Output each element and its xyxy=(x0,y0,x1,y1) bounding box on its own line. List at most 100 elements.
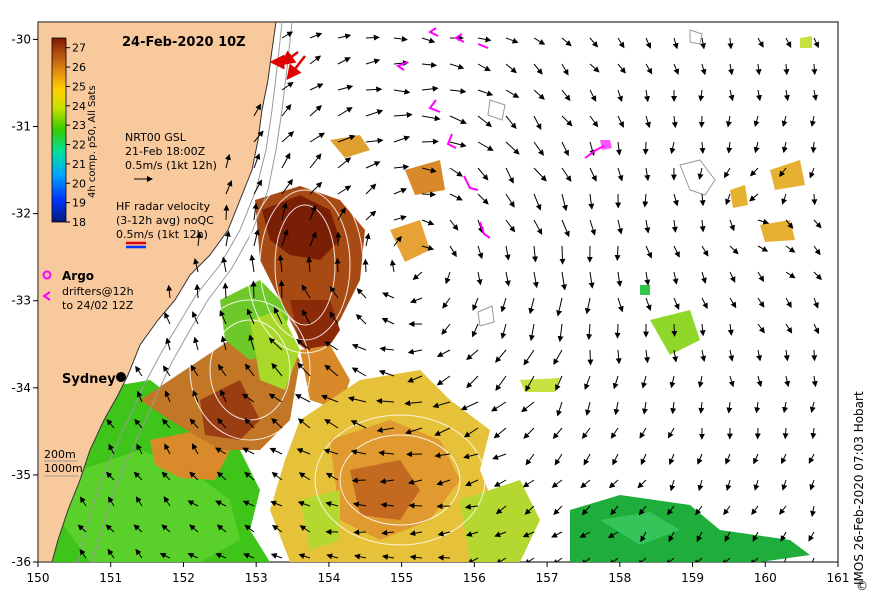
current-arrow xyxy=(614,245,621,262)
current-arrow xyxy=(724,531,731,542)
current-arrow xyxy=(579,531,591,538)
argo-line2: to 24/02 12Z xyxy=(62,299,134,312)
current-arrow xyxy=(193,336,199,351)
current-arrow xyxy=(669,375,676,389)
current-arrow xyxy=(421,85,439,92)
current-arrow xyxy=(637,479,647,489)
current-arrow xyxy=(494,531,507,538)
current-arrow xyxy=(449,115,467,124)
current-arrow xyxy=(269,447,283,455)
current-arrow xyxy=(671,115,678,129)
current-arrow xyxy=(221,256,228,273)
x-tick-label: 155 xyxy=(390,571,413,585)
current-arrow xyxy=(493,427,507,439)
current-arrow xyxy=(337,84,354,91)
current-arrow xyxy=(270,553,283,559)
colorbar-tick-label: 18 xyxy=(72,216,86,229)
current-arrow xyxy=(811,193,818,206)
current-arrow xyxy=(672,37,679,50)
current-arrow xyxy=(193,258,200,273)
current-arrow xyxy=(645,297,652,311)
current-arrow xyxy=(466,375,479,389)
current-arrow xyxy=(189,524,199,533)
current-arrow xyxy=(347,396,367,403)
current-arrow xyxy=(162,418,171,429)
current-arrow xyxy=(725,115,732,128)
current-arrow xyxy=(409,554,423,561)
current-arrow xyxy=(352,501,367,508)
current-arrow xyxy=(642,193,649,208)
current-arrow xyxy=(337,57,351,65)
current-arrow xyxy=(296,448,311,455)
current-arrow xyxy=(477,219,484,234)
drifter-track xyxy=(428,99,441,113)
y-tick-label: -34 xyxy=(11,381,31,395)
current-arrow xyxy=(136,443,143,455)
current-arrow xyxy=(337,107,353,117)
current-arrow xyxy=(612,453,619,466)
current-arrow xyxy=(404,400,423,407)
current-arrow xyxy=(729,297,737,309)
current-arrow xyxy=(365,210,377,221)
current-arrow xyxy=(465,479,479,487)
y-axis: -30 -31 -32 -33 -34 -35 -36 xyxy=(11,32,38,569)
current-arrow xyxy=(533,167,547,182)
current-arrow xyxy=(449,245,457,258)
current-arrow xyxy=(495,349,507,363)
current-arrow xyxy=(463,453,479,460)
current-arrow xyxy=(556,401,563,417)
current-arrow xyxy=(477,245,484,260)
argo-symbol xyxy=(42,270,52,280)
current-arrow xyxy=(242,500,255,507)
current-arrow xyxy=(380,502,395,509)
current-arrow xyxy=(248,334,255,351)
drifter-track xyxy=(479,221,491,239)
current-arrow xyxy=(281,131,295,143)
current-arrow xyxy=(504,245,511,261)
current-arrow xyxy=(351,477,367,484)
current-arrow xyxy=(525,375,535,392)
current-arrow xyxy=(306,256,313,273)
current-arrow xyxy=(756,349,763,362)
current-arrow xyxy=(665,557,675,562)
x-tick-label: 159 xyxy=(681,571,704,585)
current-arrow xyxy=(337,185,352,195)
current-arrow xyxy=(522,479,535,488)
current-arrow xyxy=(505,89,520,98)
current-arrow xyxy=(105,471,115,481)
current-arrow xyxy=(673,63,680,75)
current-arrow xyxy=(808,453,815,464)
current-arrow xyxy=(617,167,624,182)
drifter-track xyxy=(477,43,489,49)
current-arrow xyxy=(324,419,339,429)
current-arrow xyxy=(781,479,788,491)
current-arrow xyxy=(365,137,384,144)
current-arrow xyxy=(281,152,291,169)
current-arrow xyxy=(442,297,451,309)
current-arrow xyxy=(561,141,569,157)
current-arrow xyxy=(645,115,651,129)
current-arrow xyxy=(268,337,283,351)
y-tick-label: -32 xyxy=(11,207,31,221)
current-arrow xyxy=(644,271,651,286)
current-arrow xyxy=(281,31,294,39)
current-arrow xyxy=(699,141,706,155)
current-arrow xyxy=(321,394,339,403)
depth-legend: 200m 1000m xyxy=(44,448,83,477)
current-arrow xyxy=(107,548,115,559)
current-arrow xyxy=(643,349,650,364)
current-arrow xyxy=(365,183,377,195)
sst-contours xyxy=(189,176,486,546)
current-arrow xyxy=(421,37,436,44)
current-arrow xyxy=(757,37,764,48)
current-arrow xyxy=(477,36,492,43)
current-arrow xyxy=(323,448,339,455)
current-arrow xyxy=(393,111,413,118)
current-arrow xyxy=(667,427,675,439)
current-arrow xyxy=(325,472,339,481)
current-arrow xyxy=(134,418,143,429)
drifter-symbol xyxy=(42,291,51,301)
current-arrow xyxy=(505,219,516,233)
current-arrow xyxy=(281,202,288,221)
current-arrow xyxy=(421,61,438,68)
